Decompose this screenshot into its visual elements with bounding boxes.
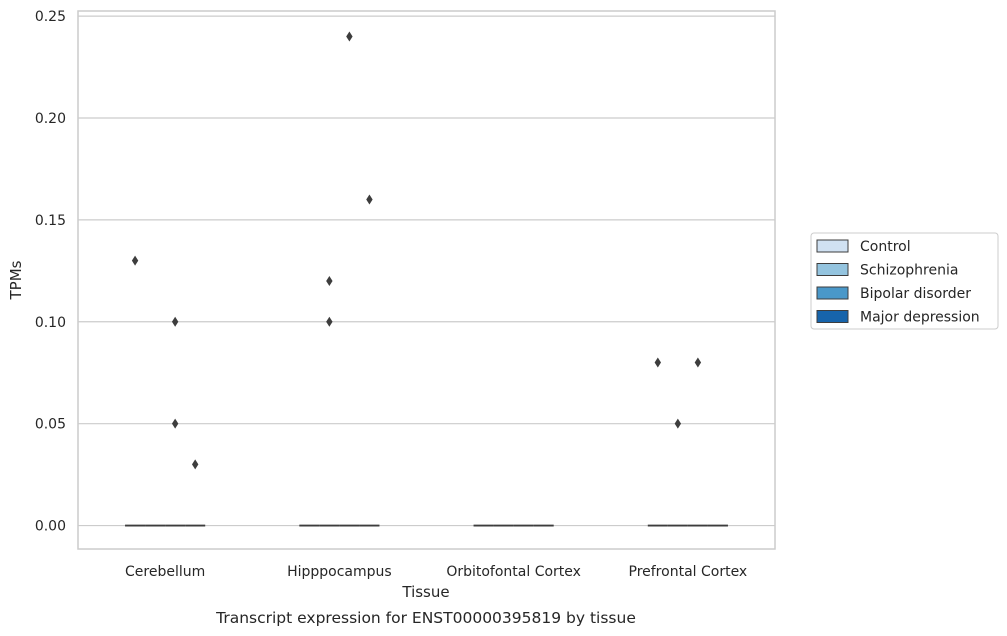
outlier-point xyxy=(654,357,662,368)
legend-label: Bipolar disorder xyxy=(860,286,971,302)
legend-swatch xyxy=(816,239,849,253)
outlier-point xyxy=(326,316,333,327)
y-tick-label: 0.00 xyxy=(35,519,66,535)
y-tick-labels: 0.00 0.05 0.10 0.15 0.20 0.25 xyxy=(35,9,66,534)
y-tick-label: 0.10 xyxy=(35,315,66,331)
outlier-point xyxy=(171,418,179,429)
y-tick-label: 0.20 xyxy=(35,111,66,127)
y-tick-label: 0.05 xyxy=(35,417,66,433)
chart-title: Transcript expression for ENST0000039581… xyxy=(215,609,636,627)
legend-swatch xyxy=(816,310,849,323)
legend: Control Schizophrenia Bipolar disorder Majo… xyxy=(810,232,999,330)
outlier-point xyxy=(346,31,353,42)
outlier-points xyxy=(131,31,702,470)
outlier-point xyxy=(674,418,682,429)
legend-frame xyxy=(810,232,999,330)
x-tick-label: Cerebellum xyxy=(125,564,205,580)
legend-label: Schizophrenia xyxy=(860,263,958,279)
x-tick-label: Orbitofontal Cortex xyxy=(446,564,581,580)
y-tick-label: 0.15 xyxy=(35,213,66,229)
legend-label: Control xyxy=(860,239,911,255)
outlier-point xyxy=(366,194,373,205)
legend-label: Major depression xyxy=(860,310,980,326)
legend-swatch xyxy=(816,286,849,300)
outlier-point xyxy=(131,255,139,266)
outlier-point xyxy=(694,357,702,368)
x-tick-labels: Cerebellum Hipppocampus Orbitofontal Corte… xyxy=(125,564,747,580)
outlier-point xyxy=(171,316,179,327)
outlier-point xyxy=(326,276,333,287)
plot-area-frame xyxy=(77,10,776,550)
gridlines xyxy=(78,15,775,527)
x-tick-label: Prefrontal Cortex xyxy=(629,564,748,580)
x-tick-label: Hipppocampus xyxy=(287,564,392,580)
y-tick-label: 0.25 xyxy=(35,9,66,25)
y-axis-label: TPMs xyxy=(7,260,25,300)
outlier-point xyxy=(191,459,199,470)
legend-swatch xyxy=(816,263,849,276)
x-axis-label: Tissue xyxy=(401,583,449,601)
